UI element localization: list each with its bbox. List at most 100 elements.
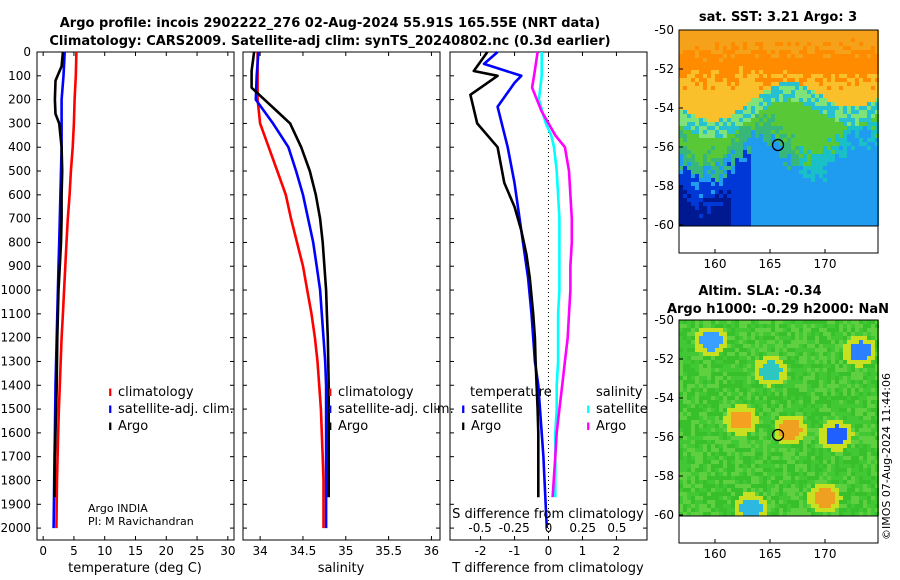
map-pixel (755, 118, 759, 122)
map-pixel (679, 496, 683, 500)
map-pixel (795, 384, 799, 388)
map-pixel (739, 86, 743, 90)
legend-argo-s: Argo (338, 419, 368, 434)
map-pixel (867, 82, 871, 86)
map-pixel (715, 380, 719, 384)
map-pixel (715, 360, 719, 364)
map-pixel (771, 388, 775, 392)
map-pixel (843, 340, 847, 344)
depth-tick-label: 200 (8, 93, 31, 107)
map-pixel (679, 324, 683, 328)
map-pixel (807, 98, 811, 102)
map-pixel (711, 328, 715, 332)
map-pixel (723, 396, 727, 400)
map-pixel (799, 348, 803, 352)
map-pixel (687, 464, 691, 468)
map-pixel (819, 320, 823, 324)
map-pixel (823, 444, 827, 448)
map-pixel (863, 400, 867, 404)
map-pixel (859, 440, 863, 444)
map-pixel (835, 368, 839, 372)
map-pixel (787, 146, 791, 150)
map-pixel (723, 134, 727, 138)
map-pixel (819, 210, 823, 214)
map-pixel (787, 178, 791, 182)
map-pixel (695, 158, 699, 162)
map-pixel (867, 206, 871, 210)
map-pixel (863, 320, 867, 324)
map-pixel (807, 194, 811, 198)
map-pixel (747, 360, 751, 364)
map-pixel (779, 42, 783, 46)
map-pixel (863, 70, 867, 74)
map-pixel (799, 484, 803, 488)
map-pixel (863, 186, 867, 190)
map-pixel (875, 372, 879, 376)
map-pixel (751, 42, 755, 46)
map-pixel (823, 408, 827, 412)
map-pixel (695, 460, 699, 464)
map-pixel (727, 444, 731, 448)
map-pixel (735, 348, 739, 352)
map-pixel (843, 468, 847, 472)
map-pixel (691, 472, 695, 476)
map-pixel (779, 488, 783, 492)
map-pixel (691, 432, 695, 436)
map-pixel (699, 416, 703, 420)
map-pixel (815, 460, 819, 464)
map-pixel (783, 74, 787, 78)
map-pixel (795, 320, 799, 324)
map-pixel (783, 384, 787, 388)
map-pixel (855, 460, 859, 464)
map-pixel (739, 488, 743, 492)
map-pixel (703, 404, 707, 408)
map-pixel (751, 134, 755, 138)
x-tick-label: 15 (128, 544, 143, 558)
map-pixel (823, 340, 827, 344)
map-pixel (711, 412, 715, 416)
map-pixel (823, 492, 827, 496)
x-tick-label: 35 (338, 544, 353, 558)
map-pixel (703, 472, 707, 476)
map-pixel (847, 74, 851, 78)
map-pixel (779, 70, 783, 74)
map-pixel (827, 492, 831, 496)
map-pixel (867, 320, 871, 324)
map-pixel (855, 452, 859, 456)
map-pixel (803, 62, 807, 66)
map-pixel (871, 50, 875, 54)
map-pixel (819, 456, 823, 460)
map-pixel (707, 222, 711, 226)
map-pixel (839, 54, 843, 58)
map-pixel (823, 424, 827, 428)
map-pixel (875, 448, 879, 452)
map-pixel (719, 110, 723, 114)
map-pixel (755, 344, 759, 348)
map-pixel (747, 162, 751, 166)
map-pixel (691, 98, 695, 102)
map-pixel (723, 388, 727, 392)
map-pixel (771, 328, 775, 332)
map-pixel (843, 452, 847, 456)
map-pixel (819, 50, 823, 54)
map-pixel (855, 202, 859, 206)
map-pixel (855, 348, 859, 352)
map-pixel (847, 202, 851, 206)
map-pixel (847, 452, 851, 456)
map-pixel (691, 464, 695, 468)
map-pixel (719, 206, 723, 210)
map-pixel (755, 130, 759, 134)
map-pixel (679, 114, 683, 118)
map-pixel (715, 356, 719, 360)
map-pixel (787, 186, 791, 190)
map-pixel (871, 178, 875, 182)
map-pixel (739, 456, 743, 460)
map-pixel (783, 348, 787, 352)
map-pixel (719, 166, 723, 170)
map-pixel (843, 94, 847, 98)
map-pixel (823, 134, 827, 138)
map-pixel (699, 368, 703, 372)
map-pixel (807, 344, 811, 348)
map-pixel (847, 448, 851, 452)
map-pixel (759, 50, 763, 54)
